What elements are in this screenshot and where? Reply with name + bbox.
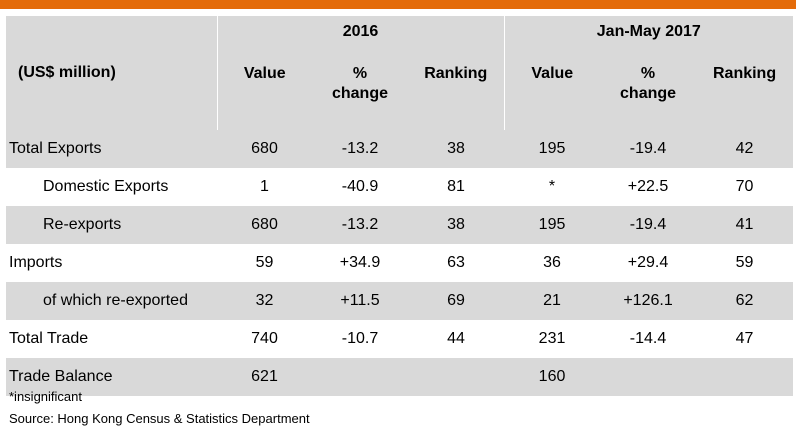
- table-row-of-which-re-exported: of which re-exported 32 +11.5 69 21 +126…: [6, 282, 794, 320]
- row-label: Total Exports: [6, 130, 217, 168]
- col-value-2017: Value: [503, 48, 601, 130]
- header-row-columns: Value % change Ranking Value % change Rank…: [6, 48, 794, 130]
- ranking-2017: 47: [735, 330, 754, 347]
- value-2016: 680: [217, 130, 312, 168]
- value-2017: 21: [504, 282, 601, 320]
- col-change-line2: change: [331, 85, 388, 102]
- value-2017: 231: [538, 330, 566, 347]
- value-2016: 59: [255, 254, 274, 271]
- value-2016: 32: [217, 282, 312, 320]
- accent-bar: [0, 0, 796, 9]
- table-row-re-exports: Re-exports 680 -13.2 38 195 -19.4 41: [6, 206, 794, 244]
- change-2017: +22.5: [627, 178, 669, 195]
- value-2016: 1: [260, 178, 269, 195]
- row-label: Domestic Exports: [43, 178, 169, 195]
- value-2016: 740: [251, 330, 278, 347]
- row-label: Re-exports: [6, 206, 217, 244]
- col-change-line1: %: [640, 65, 656, 82]
- col-change-line2: change: [620, 85, 677, 102]
- change-2016: -13.2: [312, 130, 408, 168]
- ranking-2017: 70: [735, 178, 754, 195]
- ranking-2016: 38: [408, 130, 505, 168]
- ranking-2017: 62: [696, 282, 794, 320]
- ranking-2017: [696, 358, 794, 396]
- ranking-2017: 59: [735, 254, 754, 271]
- value-2017: 195: [504, 130, 601, 168]
- change-2017: -19.4: [600, 206, 697, 244]
- change-2017: +126.1: [600, 282, 697, 320]
- row-label: of which re-exported: [6, 282, 217, 320]
- value-2017: 195: [504, 206, 601, 244]
- value-2016: 621: [217, 358, 312, 396]
- change-2016: +34.9: [339, 254, 381, 271]
- col-change-line1: %: [352, 65, 368, 82]
- ranking-2016: 44: [447, 330, 465, 347]
- change-2016: -13.2: [312, 206, 408, 244]
- ranking-2017: 41: [696, 206, 794, 244]
- value-2017: 160: [504, 358, 601, 396]
- change-2017: -14.4: [629, 330, 667, 347]
- trade-table: (US$ million) 2016 Jan-May 2017 Value % c…: [6, 16, 794, 396]
- ranking-2017: 42: [696, 130, 794, 168]
- table-row-total-trade: Total Trade 740 -10.7 44 231 -14.4 47: [6, 320, 793, 358]
- period-2016: 2016: [216, 16, 505, 48]
- change-2017: [600, 358, 697, 396]
- change-2017: -19.4: [600, 130, 697, 168]
- header-row-periods: (US$ million) 2016 Jan-May 2017: [6, 16, 794, 130]
- ranking-2016: 38: [408, 206, 505, 244]
- col-ranking-2017: Ranking: [696, 48, 794, 130]
- value-2017: 36: [543, 254, 561, 271]
- row-label: Total Trade: [9, 330, 89, 347]
- row-label: Trade Balance: [6, 358, 217, 396]
- source-note: Source: Hong Kong Census & Statistics De…: [9, 411, 310, 426]
- unit-label: (US$ million): [6, 16, 217, 130]
- table-row-trade-balance: Trade Balance 621 160: [6, 358, 794, 396]
- change-2017: +29.4: [627, 254, 669, 271]
- ranking-2016: 69: [408, 282, 505, 320]
- row-label: Imports: [9, 254, 63, 271]
- value-2016: 680: [217, 206, 312, 244]
- change-2016: +11.5: [312, 282, 408, 320]
- footnote: *insignificant: [9, 389, 82, 404]
- table-row-domestic-exports: Domestic Exports 1 -40.9 81 * +22.5 70: [6, 168, 793, 206]
- change-2016: -40.9: [341, 178, 379, 195]
- col-ranking-2016: Ranking: [408, 48, 505, 130]
- col-change-2016: % change: [312, 48, 408, 130]
- ranking-2016: 63: [447, 254, 465, 271]
- ranking-2016: [408, 358, 505, 396]
- period-jan-may-2017: Jan-May 2017: [503, 16, 794, 48]
- value-2017: *: [548, 178, 556, 195]
- table-row-total-exports: Total Exports 680 -13.2 38 195 -19.4 42: [6, 130, 794, 168]
- change-2016: -10.7: [341, 330, 379, 347]
- ranking-2016: 81: [447, 178, 465, 195]
- table-row-imports: Imports 59 +34.9 63 36 +29.4 59: [6, 244, 793, 282]
- col-change-2017: % change: [600, 48, 697, 130]
- change-2016: [312, 358, 408, 396]
- col-value-2016: Value: [216, 48, 312, 130]
